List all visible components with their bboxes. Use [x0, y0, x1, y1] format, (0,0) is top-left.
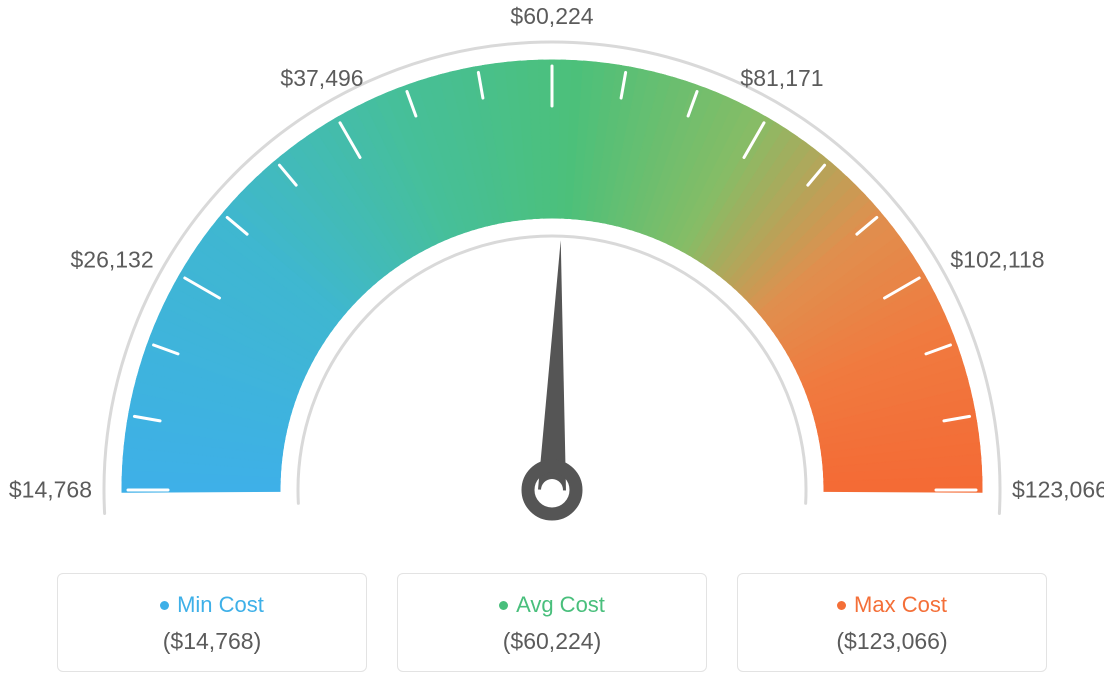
gauge-svg	[0, 0, 1104, 545]
gauge-tick-label: $102,118	[950, 247, 1044, 274]
legend-title-min-text: Min Cost	[177, 592, 264, 618]
legend-card-avg: Avg Cost ($60,224)	[397, 573, 707, 672]
legend-card-min: Min Cost ($14,768)	[57, 573, 367, 672]
gauge-tick-label: $37,496	[280, 65, 363, 92]
legend-value-min: ($14,768)	[68, 628, 356, 655]
gauge-tick-label: $123,066	[1012, 477, 1104, 504]
legend-title-avg-text: Avg Cost	[516, 592, 605, 618]
legend-dot-max	[837, 601, 846, 610]
legend-dot-avg	[499, 601, 508, 610]
gauge-chart: $14,768 $26,132 $37,496 $60,224 $81,171 $102,…	[0, 0, 1104, 545]
legend-card-max: Max Cost ($123,066)	[737, 573, 1047, 672]
gauge-tick-label: $14,768	[9, 477, 92, 504]
gauge-tick-label: $60,224	[510, 3, 593, 30]
legend-title-max: Max Cost	[837, 592, 947, 618]
legend-value-avg: ($60,224)	[408, 628, 696, 655]
gauge-tick-label: $81,171	[740, 65, 823, 92]
legend-title-avg: Avg Cost	[499, 592, 605, 618]
gauge-tick-label: $26,132	[70, 247, 153, 274]
legend-value-max: ($123,066)	[748, 628, 1036, 655]
legend-title-max-text: Max Cost	[854, 592, 947, 618]
legend-dot-min	[160, 601, 169, 610]
legend-title-min: Min Cost	[160, 592, 264, 618]
legend-row: Min Cost ($14,768) Avg Cost ($60,224) Ma…	[0, 573, 1104, 672]
